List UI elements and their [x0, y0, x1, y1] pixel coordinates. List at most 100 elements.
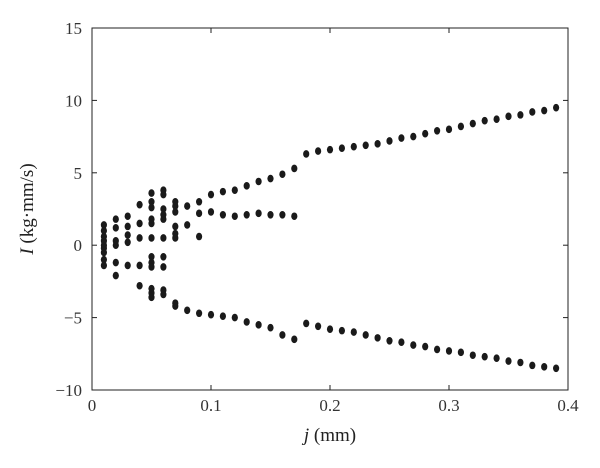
data-point: [445, 347, 453, 355]
data-point: [148, 252, 155, 261]
data-point: [184, 221, 191, 229]
x-tick-label: 0.3: [438, 396, 459, 415]
data-point: [434, 127, 441, 135]
data-point: [196, 209, 203, 218]
data-point: [279, 170, 286, 179]
y-tick-label: 15: [65, 19, 82, 38]
data-point: [148, 203, 155, 212]
data-point: [517, 358, 524, 367]
data-point: [434, 345, 441, 354]
data-point: [457, 122, 464, 131]
data-point: [386, 336, 393, 345]
data-point: [100, 255, 107, 264]
data-point: [172, 202, 179, 210]
data-point: [362, 331, 369, 339]
data-point: [410, 341, 417, 349]
data-point: [148, 189, 155, 197]
data-point: [100, 226, 107, 235]
y-axis-variable: I: [17, 247, 38, 256]
data-point: [505, 357, 512, 365]
data-point: [529, 108, 536, 116]
data-point: [219, 312, 226, 320]
data-point: [160, 215, 167, 223]
data-point: [196, 232, 203, 241]
data-point: [136, 234, 143, 242]
data-point: [279, 210, 286, 219]
y-tick-label: 0: [74, 236, 83, 255]
data-point: [231, 212, 238, 221]
data-point: [386, 137, 393, 145]
data-point: [160, 290, 167, 299]
data-point: [100, 221, 107, 229]
data-point: [267, 323, 274, 332]
data-point: [136, 261, 143, 270]
data-point: [124, 261, 131, 270]
data-point: [553, 364, 560, 373]
data-point: [136, 200, 143, 209]
data-point: [172, 302, 179, 310]
data-point: [231, 313, 238, 322]
data-point: [541, 106, 548, 115]
data-point: [124, 231, 131, 239]
data-point: [529, 361, 536, 370]
data-point: [148, 234, 155, 242]
data-point: [267, 210, 274, 219]
data-point: [172, 234, 179, 242]
data-point: [172, 222, 179, 231]
y-tick-label: 10: [65, 91, 82, 110]
data-point: [100, 261, 107, 270]
data-point: [243, 318, 250, 326]
data-point: [326, 145, 334, 154]
data-point: [172, 208, 179, 216]
y-tick-label: −5: [64, 309, 82, 328]
data-point: [124, 212, 131, 221]
data-point: [267, 174, 274, 183]
data-point: [243, 210, 250, 219]
data-point: [184, 202, 191, 210]
data-point: [112, 258, 119, 267]
data-point: [481, 352, 488, 361]
axis-ticks: 0 0.1 0.2 0.3 0.4 −10 −5 0 5 10 15: [55, 19, 579, 415]
data-point: [255, 177, 262, 186]
data-point: [196, 309, 203, 318]
data-point: [291, 335, 298, 344]
x-tick-label: 0.2: [319, 396, 340, 415]
data-point: [136, 219, 143, 228]
data-point: [112, 241, 119, 249]
data-point: [541, 363, 548, 371]
data-point: [315, 322, 322, 331]
data-point: [207, 310, 215, 319]
data-point: [148, 263, 155, 271]
data-point: [457, 348, 464, 357]
data-point: [517, 111, 524, 119]
data-point: [374, 140, 381, 148]
x-tick-label: 0.1: [200, 396, 221, 415]
data-point: [303, 150, 310, 158]
data-point: [243, 182, 250, 190]
data-point: [422, 342, 429, 351]
data-point: [493, 354, 500, 362]
data-point: [315, 147, 322, 155]
data-point: [398, 338, 405, 347]
data-point: [553, 103, 560, 112]
x-tick-label: 0: [88, 396, 97, 415]
x-axis-variable: j: [301, 425, 309, 446]
data-point: [196, 197, 203, 206]
data-point: [219, 210, 226, 219]
data-point: [112, 271, 119, 280]
data-point: [255, 321, 262, 329]
data-point: [112, 215, 119, 223]
data-point: [291, 212, 298, 221]
data-point: [124, 222, 131, 231]
data-point: [148, 219, 155, 228]
data-point: [148, 293, 155, 302]
data-point: [255, 209, 262, 218]
data-point: [469, 351, 476, 360]
data-point: [148, 197, 155, 206]
data-point: [410, 132, 417, 141]
data-point: [493, 115, 500, 124]
data-point: [100, 248, 107, 257]
data-point: [207, 208, 215, 216]
x-tick-label: 0.4: [557, 396, 579, 415]
